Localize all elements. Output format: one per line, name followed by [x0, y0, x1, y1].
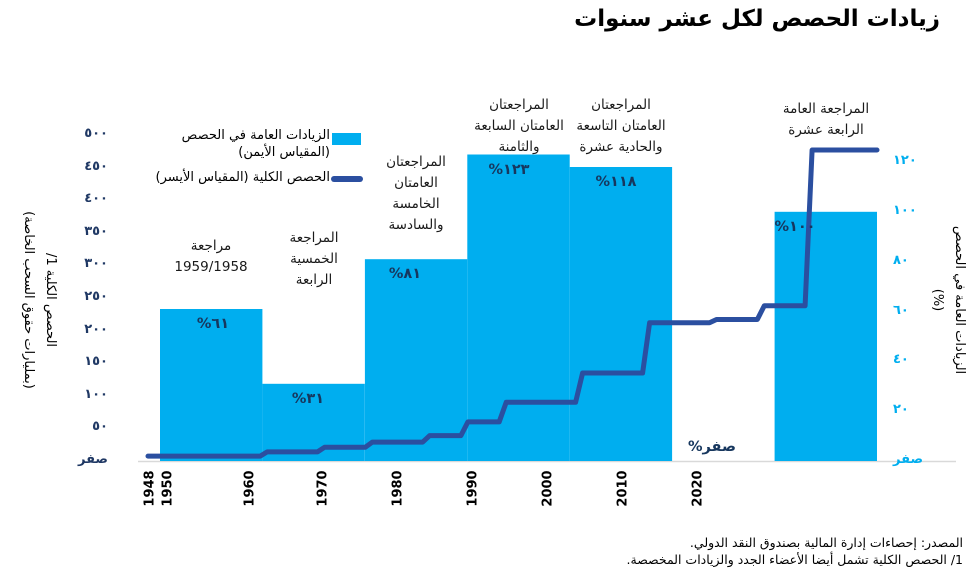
bar-percent-label: ١٠٠% [774, 219, 816, 235]
x-axis-tick: 1990 [451, 466, 495, 510]
legend-label-line: الحصص الكلية (المقياس الأيسر) [155, 170, 330, 185]
y-axis-tick-left: ٥٠٠ [84, 126, 108, 141]
x-axis-tick: 2010 [601, 466, 645, 510]
x-axis-tick-label: 1960 [242, 469, 258, 507]
review-annotation: المراجعة الخمسية الرابعة [239, 228, 389, 291]
y-axis-tick-left: ٣٠٠ [84, 256, 108, 271]
source-note: المصدر: إحصاءات إدارة المالية بصندوق الن… [689, 535, 963, 550]
y-axis-tick-left: ٤٥٠ [84, 159, 108, 174]
y-axis-tick-left: ١٠٠ [84, 387, 108, 402]
bar-percent-label: صفر% [688, 439, 736, 455]
review-annotation-line: المراجعتان [591, 97, 651, 113]
bar-percent-label: ١٢٣% [488, 162, 530, 178]
footnote: 1/ الحصص الكلية تشمل أيضا الأعضاء الجدد … [626, 551, 963, 567]
review-annotation-line: مراجعة [190, 238, 232, 254]
review-annotation-line: المراجعة [289, 230, 339, 246]
review-annotation: المراجعتان العامتان التاسعة والحادية عشرة [546, 95, 696, 158]
bar-percent-label: ٨١% [388, 266, 422, 282]
y-axis-tick-right: ٤٠ [893, 352, 909, 367]
review-annotation-line: العامتان [394, 175, 438, 191]
review-annotation: المراجعتان العامتان الخامسة والسادسة [341, 152, 491, 236]
review-annotation-line: الخامسة [392, 196, 440, 212]
y-axis-tick-left: ٢٠٠ [84, 322, 108, 337]
y-axis-tick-left: ٥٠ [92, 419, 108, 434]
quota-increase-bar [467, 154, 570, 461]
x-axis-tick-label: 1990 [465, 469, 481, 507]
legend-swatch-line [331, 176, 363, 182]
x-axis-tick: 2020 [676, 466, 720, 510]
x-axis-tick-label: 2010 [615, 469, 631, 507]
y-axis-tick-left: ٤٠٠ [84, 191, 108, 206]
x-axis-tick: 1980 [376, 466, 420, 510]
quota-increase-bar [160, 309, 263, 461]
review-annotation-line: المراجعة العامة [782, 101, 870, 117]
legend-label-bars-line2: (المقياس الأيمن) [238, 145, 330, 160]
review-annotation-line: المراجعتان [386, 154, 446, 170]
y-axis-tick-right: ١٠٠ [893, 203, 917, 218]
x-axis-tick: 1970 [301, 466, 345, 510]
x-axis-tick-label: 2000 [540, 469, 556, 507]
bar-percent-label: ٦١% [196, 316, 230, 332]
review-annotation-line: والحادية عشرة [579, 139, 663, 155]
review-annotation-line: العامتان السابعة [474, 118, 564, 134]
legend-swatch-bars [332, 133, 361, 145]
x-axis-tick-label: 1970 [315, 469, 331, 507]
bar-percent-label: ٣١% [291, 391, 325, 407]
review-annotation-line: المراجعتان [489, 97, 549, 113]
bar-percent-label: ١١٨% [595, 174, 637, 190]
y-axis-tick-right: صفر [893, 452, 924, 467]
y-axis-tick-right: ١٢٠ [893, 153, 917, 168]
legend-label-bars: الزيادات العامة في الحصص (المقياس الأيمن… [182, 127, 330, 161]
y-axis-tick-left: ٣٥٠ [84, 224, 108, 239]
review-annotation-line: الخمسية [290, 251, 338, 267]
quota-increase-bar [774, 211, 877, 461]
footer: المصدر: إحصاءات إدارة المالية بصندوق الن… [627, 535, 963, 568]
review-annotation: المراجعتان العامتان السابعة والثامنة [444, 95, 594, 158]
quota-increase-bar [364, 259, 468, 461]
x-axis-tick-label: 1980 [390, 469, 406, 507]
x-axis-tick-label: 1950 [160, 469, 176, 507]
review-annotation-line: والسادسة [388, 217, 444, 233]
review-annotation-line: 1959/1958 [174, 259, 248, 275]
review-annotation-line: والثامنة [498, 139, 540, 155]
x-axis-tick: 2000 [526, 466, 570, 510]
legend-label-bars-line1: الزيادات العامة في الحصص [181, 128, 330, 143]
y-axis-tick-left: صفر [77, 452, 108, 467]
left-axis-title-line2: (بمليارات حقوق السحب الخاصة) [21, 211, 36, 389]
x-axis-tick-label: 2020 [690, 469, 706, 507]
review-annotation-line: العامتان التاسعة [576, 118, 666, 134]
y-axis-tick-right: ٢٠ [893, 402, 909, 417]
review-annotation: مراجعة 1959/1958 [136, 236, 286, 278]
total-quotas-line [145, 147, 880, 459]
x-axis-tick: 1960 [228, 466, 272, 510]
x-axis-tick: 1950 [146, 466, 190, 510]
page-title: زيادات الحصص لكل عشر سنوات [574, 6, 940, 32]
review-annotation: المراجعة العامة الرابعة عشرة [751, 99, 901, 141]
review-annotation-line: الرابعة عشرة [788, 122, 864, 138]
y-axis-tick-left: ١٥٠ [84, 354, 108, 369]
y-axis-tick-right: ٨٠ [893, 253, 909, 268]
y-axis-tick-left: ٢٥٠ [84, 289, 108, 304]
quota-increase-bar [569, 167, 673, 461]
review-annotation-line: الرابعة [295, 272, 333, 288]
y-axis-tick-right: ٦٠ [893, 303, 909, 318]
